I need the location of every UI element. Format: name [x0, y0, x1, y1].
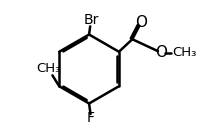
Text: F: F — [87, 111, 95, 125]
Text: CH₃: CH₃ — [36, 63, 61, 75]
Text: Br: Br — [83, 13, 99, 27]
Text: O: O — [156, 45, 167, 60]
Text: O: O — [135, 15, 147, 30]
Text: CH₃: CH₃ — [172, 46, 197, 59]
